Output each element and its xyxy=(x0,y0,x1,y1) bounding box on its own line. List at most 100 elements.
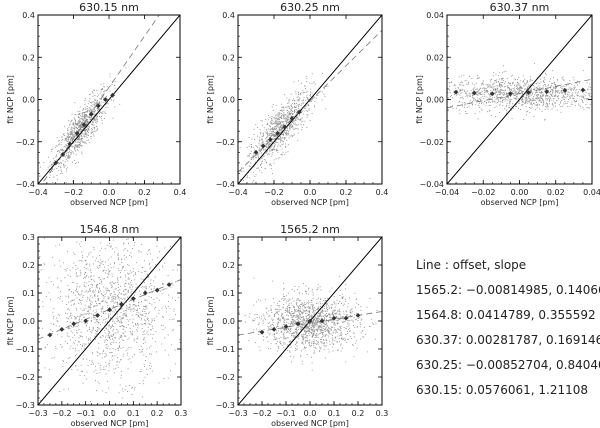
scatter-point xyxy=(455,87,457,89)
scatter-point xyxy=(78,341,79,343)
scatter-point xyxy=(317,302,319,304)
scatter-point xyxy=(70,150,72,152)
scatter-point xyxy=(73,122,75,124)
scatter-point xyxy=(489,94,491,96)
scatter-point xyxy=(329,315,331,317)
scatter-point xyxy=(144,322,146,324)
scatter-point xyxy=(491,84,493,86)
scatter-point xyxy=(34,286,35,287)
scatter-point xyxy=(505,96,507,98)
scatter-point xyxy=(499,91,501,93)
scatter-point xyxy=(327,297,329,299)
scatter-point xyxy=(125,289,127,291)
scatter-point xyxy=(66,168,67,170)
scatter-point xyxy=(277,121,279,122)
scatter-point xyxy=(47,167,49,169)
scatter-point xyxy=(482,88,484,90)
scatter-point xyxy=(268,152,270,154)
scatter-point xyxy=(305,320,307,321)
scatter-point xyxy=(62,366,64,367)
scatter-point xyxy=(287,132,289,134)
scatter-point xyxy=(109,352,111,354)
scatter-point xyxy=(89,308,91,310)
scatter-point xyxy=(518,89,520,91)
scatter-point xyxy=(291,124,292,126)
scatter-point xyxy=(90,303,92,304)
scatter-point xyxy=(552,88,554,90)
scatter-point xyxy=(96,327,98,328)
scatter-point xyxy=(488,93,489,95)
scatter-point xyxy=(86,115,87,117)
scatter-point xyxy=(87,310,88,312)
scatter-point xyxy=(292,113,294,114)
scatter-point xyxy=(105,344,107,346)
scatter-point xyxy=(98,282,100,284)
binned-mean-point xyxy=(282,124,288,130)
scatter-point xyxy=(89,288,91,290)
scatter-point xyxy=(482,95,484,97)
scatter-point xyxy=(286,126,288,128)
scatter-point xyxy=(463,106,465,108)
scatter-point xyxy=(275,134,277,136)
scatter-point xyxy=(341,318,343,320)
scatter-point xyxy=(305,91,307,93)
scatter-point xyxy=(83,273,85,275)
scatter-point xyxy=(540,95,541,97)
scatter-point xyxy=(531,91,533,93)
scatter-point xyxy=(508,86,510,88)
scatter-point xyxy=(559,104,561,106)
scatter-point xyxy=(572,98,574,100)
scatter-point xyxy=(110,246,112,248)
scatter-point xyxy=(84,111,86,113)
scatter-point xyxy=(89,142,91,144)
scatter-point xyxy=(89,98,91,100)
scatter-point xyxy=(84,291,86,293)
scatter-point xyxy=(95,118,97,120)
scatter-point xyxy=(276,122,278,124)
binned-mean-point xyxy=(526,90,531,95)
scatter-point xyxy=(269,150,270,152)
scatter-point xyxy=(105,301,107,303)
scatter-point xyxy=(110,281,112,283)
scatter-point xyxy=(293,123,295,125)
scatter-point xyxy=(93,113,95,115)
scatter-point xyxy=(539,87,541,88)
scatter-point xyxy=(281,110,283,112)
scatter-point xyxy=(129,287,131,289)
scatter-point xyxy=(512,94,514,95)
scatter-point xyxy=(287,134,289,136)
scatter-point xyxy=(253,166,255,168)
scatter-point xyxy=(555,105,557,107)
scatter-point xyxy=(108,387,110,389)
scatter-point xyxy=(554,95,556,97)
scatter-point xyxy=(531,102,532,104)
scatter-point xyxy=(569,105,571,107)
scatter-point xyxy=(162,283,163,284)
scatter-point xyxy=(277,117,279,119)
scatter-point xyxy=(94,312,96,314)
scatter-point xyxy=(109,360,111,362)
scatter-point xyxy=(70,345,72,347)
scatter-point xyxy=(306,90,308,92)
scatter-point xyxy=(277,145,279,147)
scatter-point xyxy=(82,119,84,120)
scatter-point xyxy=(164,327,166,329)
scatter-point xyxy=(93,89,95,91)
scatter-point xyxy=(570,90,572,91)
scatter-point xyxy=(91,127,93,129)
scatter-point xyxy=(75,321,77,323)
scatter-point xyxy=(262,141,264,143)
scatter-point xyxy=(81,348,83,350)
scatter-point xyxy=(99,353,101,355)
scatter-point xyxy=(530,99,532,101)
scatter-point xyxy=(75,135,77,137)
scatter-point xyxy=(135,305,136,307)
scatter-point xyxy=(117,330,119,332)
scatter-point xyxy=(125,350,127,352)
scatter-point xyxy=(472,101,473,103)
scatter-point xyxy=(173,308,175,310)
scatter-point xyxy=(120,347,122,349)
scatter-point xyxy=(347,320,349,322)
scatter-point xyxy=(130,284,132,286)
scatter-point xyxy=(271,116,273,118)
